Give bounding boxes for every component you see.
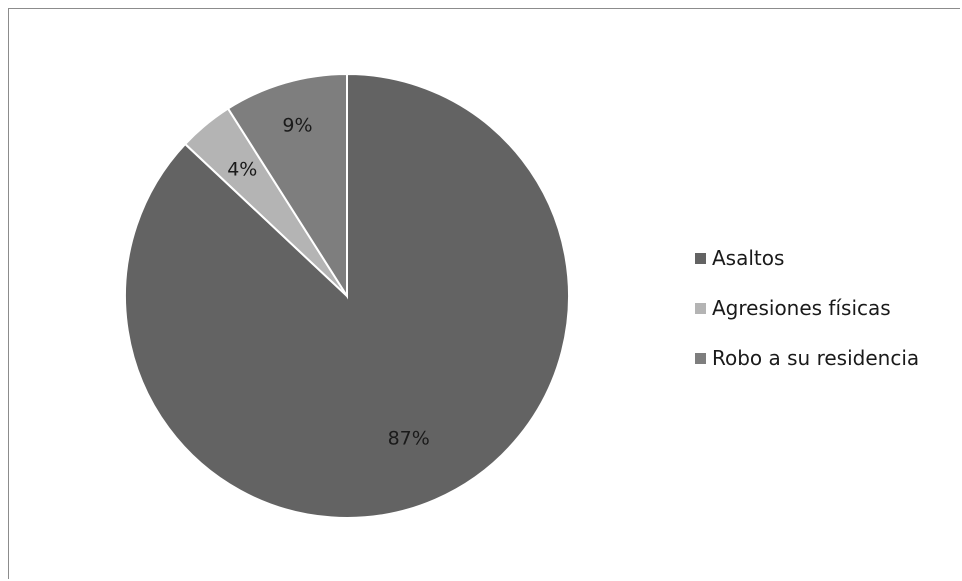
legend-label-0: Asaltos: [712, 246, 785, 270]
pie-data-label-1: 4%: [227, 158, 257, 180]
pie-slice-2: [226, 72, 348, 300]
legend-swatch-2: [695, 352, 706, 364]
pie-data-label-2: 9%: [282, 114, 312, 136]
legend-swatch-1: [695, 302, 706, 314]
pie-data-label-0: 87%: [388, 428, 430, 450]
legend-label-1: Agresiones físicas: [712, 296, 891, 320]
legend-item-0: Asaltos: [695, 233, 919, 283]
pie-slices: [124, 72, 570, 519]
legend-item-2: Robo a su residencia: [695, 333, 919, 383]
legend-label-2: Robo a su residencia: [712, 346, 920, 370]
chart-legend: Asaltos Agresiones físicas Robo a su resid…: [695, 233, 919, 383]
legend-swatch-0: [695, 252, 706, 264]
legend-item-1: Agresiones físicas: [695, 283, 919, 333]
pie-data-labels: 87% 4% 9%: [227, 114, 430, 449]
